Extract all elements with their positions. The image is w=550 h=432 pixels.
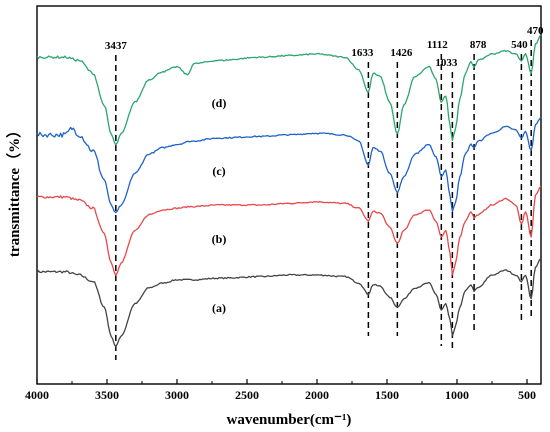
peak-label: 1426 <box>390 47 413 59</box>
x-tick-label: 3500 <box>95 388 119 402</box>
plot-frame <box>36 5 542 385</box>
x-axis-title: wavenumber(cm⁻¹) <box>227 412 352 428</box>
reference-lines <box>115 40 532 360</box>
peak-label: 1033 <box>435 57 458 69</box>
peak-label: 540 <box>511 39 528 51</box>
series-line-c <box>36 116 542 214</box>
peak-label: 3437 <box>105 40 128 52</box>
curve-label-d: (d) <box>212 96 227 110</box>
curve-label-c: (c) <box>212 164 225 178</box>
series-line-b <box>36 185 542 277</box>
peak-annotations: 3437 1633 1426 1112 1033 878 540 470 <box>105 25 544 69</box>
y-axis-title: transmittance（%） <box>5 123 23 257</box>
x-tick-label: 500 <box>518 388 536 402</box>
x-tick-label: 2000 <box>305 388 329 402</box>
series-line-d <box>36 34 542 146</box>
x-tick-label: 3000 <box>165 388 189 402</box>
x-tick-label: 4000 <box>25 388 49 402</box>
x-tick-label: 2500 <box>235 388 259 402</box>
series-layer <box>36 34 542 348</box>
series-line-a <box>36 258 542 348</box>
x-tick-label: 1500 <box>375 388 399 402</box>
curve-label-b: (b) <box>212 232 227 246</box>
x-axis-ticks: 4000 3500 3000 2500 2000 1500 1000 500 <box>25 379 536 402</box>
curve-label-a: (a) <box>212 301 226 315</box>
x-tick-label: 1000 <box>445 388 469 402</box>
peak-label: 1112 <box>427 39 448 51</box>
curve-labels: (a) (b) (c) (d) <box>212 96 227 315</box>
peak-label: 1633 <box>351 47 374 59</box>
peak-label: 470 <box>527 25 544 37</box>
peak-label: 878 <box>470 39 487 51</box>
